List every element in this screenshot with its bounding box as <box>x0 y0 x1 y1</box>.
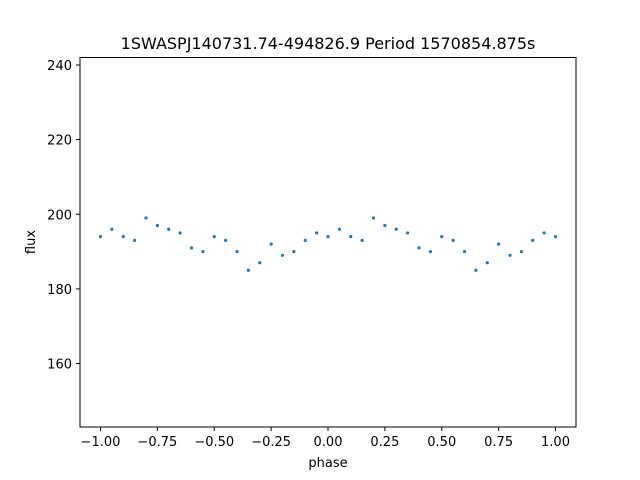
data-point <box>292 249 296 254</box>
data-point <box>235 249 239 254</box>
data-point <box>428 249 432 254</box>
chart-title: 1SWASPJ140731.74-494826.9 Period 1570854… <box>121 34 536 53</box>
data-point <box>326 235 330 239</box>
x-tick-label: −0.50 <box>194 435 234 450</box>
data-point <box>337 227 341 231</box>
data-point <box>497 242 501 246</box>
data-point <box>133 238 137 242</box>
data-point <box>224 238 228 242</box>
data-point <box>178 231 182 235</box>
data-point <box>144 216 148 220</box>
data-point <box>212 235 216 239</box>
data-point <box>189 246 194 250</box>
data-point <box>167 227 171 231</box>
plot-area-frame <box>79 57 577 428</box>
data-point <box>98 235 103 239</box>
x-axis-label: phase <box>308 456 347 471</box>
data-point <box>485 261 489 265</box>
x-axis: −1.00 −0.75 −0.50 −0.25 0.00 0.25 0.50 0.75 1.00 <box>81 427 570 450</box>
x-tick-label: −0.75 <box>137 435 177 450</box>
x-tick-label: −1.00 <box>81 435 121 450</box>
data-point <box>155 223 159 228</box>
data-point <box>474 268 478 272</box>
data-point <box>542 231 546 235</box>
x-tick-label: 0.25 <box>370 435 399 450</box>
x-tick-label: 0.50 <box>427 435 456 450</box>
data-point <box>258 261 262 265</box>
data-point <box>280 253 285 257</box>
y-tick-label: 160 <box>47 358 72 373</box>
data-point <box>371 216 376 220</box>
x-tick-label: 0.75 <box>484 435 513 450</box>
x-tick-label: −0.25 <box>251 435 291 450</box>
data-point <box>531 238 535 242</box>
y-tick-label: 220 <box>47 134 72 149</box>
data-point <box>451 238 455 242</box>
data-point <box>121 235 125 239</box>
y-axis: 160 180 200 220 240 <box>47 59 80 373</box>
data-point <box>110 227 114 231</box>
y-tick-label: 200 <box>47 208 72 223</box>
data-point <box>349 235 353 239</box>
data-point <box>201 249 205 254</box>
data-point <box>440 235 444 239</box>
data-point <box>269 242 273 246</box>
x-tick-label: 1.00 <box>541 435 570 450</box>
data-point <box>553 235 558 239</box>
data-point <box>417 246 421 250</box>
x-tick-label: 0.00 <box>314 435 343 450</box>
data-point <box>246 268 250 272</box>
data-point <box>303 238 307 242</box>
data-point <box>508 253 512 257</box>
data-point <box>519 249 523 254</box>
data-point <box>383 223 387 228</box>
data-point <box>406 231 410 235</box>
y-tick-label: 180 <box>47 283 72 298</box>
y-axis-label: flux <box>24 230 39 254</box>
data-point <box>360 238 364 242</box>
y-tick-label: 240 <box>47 59 72 74</box>
data-point <box>315 231 319 235</box>
data-point <box>394 227 398 231</box>
data-points <box>98 216 558 272</box>
data-point <box>462 249 467 254</box>
